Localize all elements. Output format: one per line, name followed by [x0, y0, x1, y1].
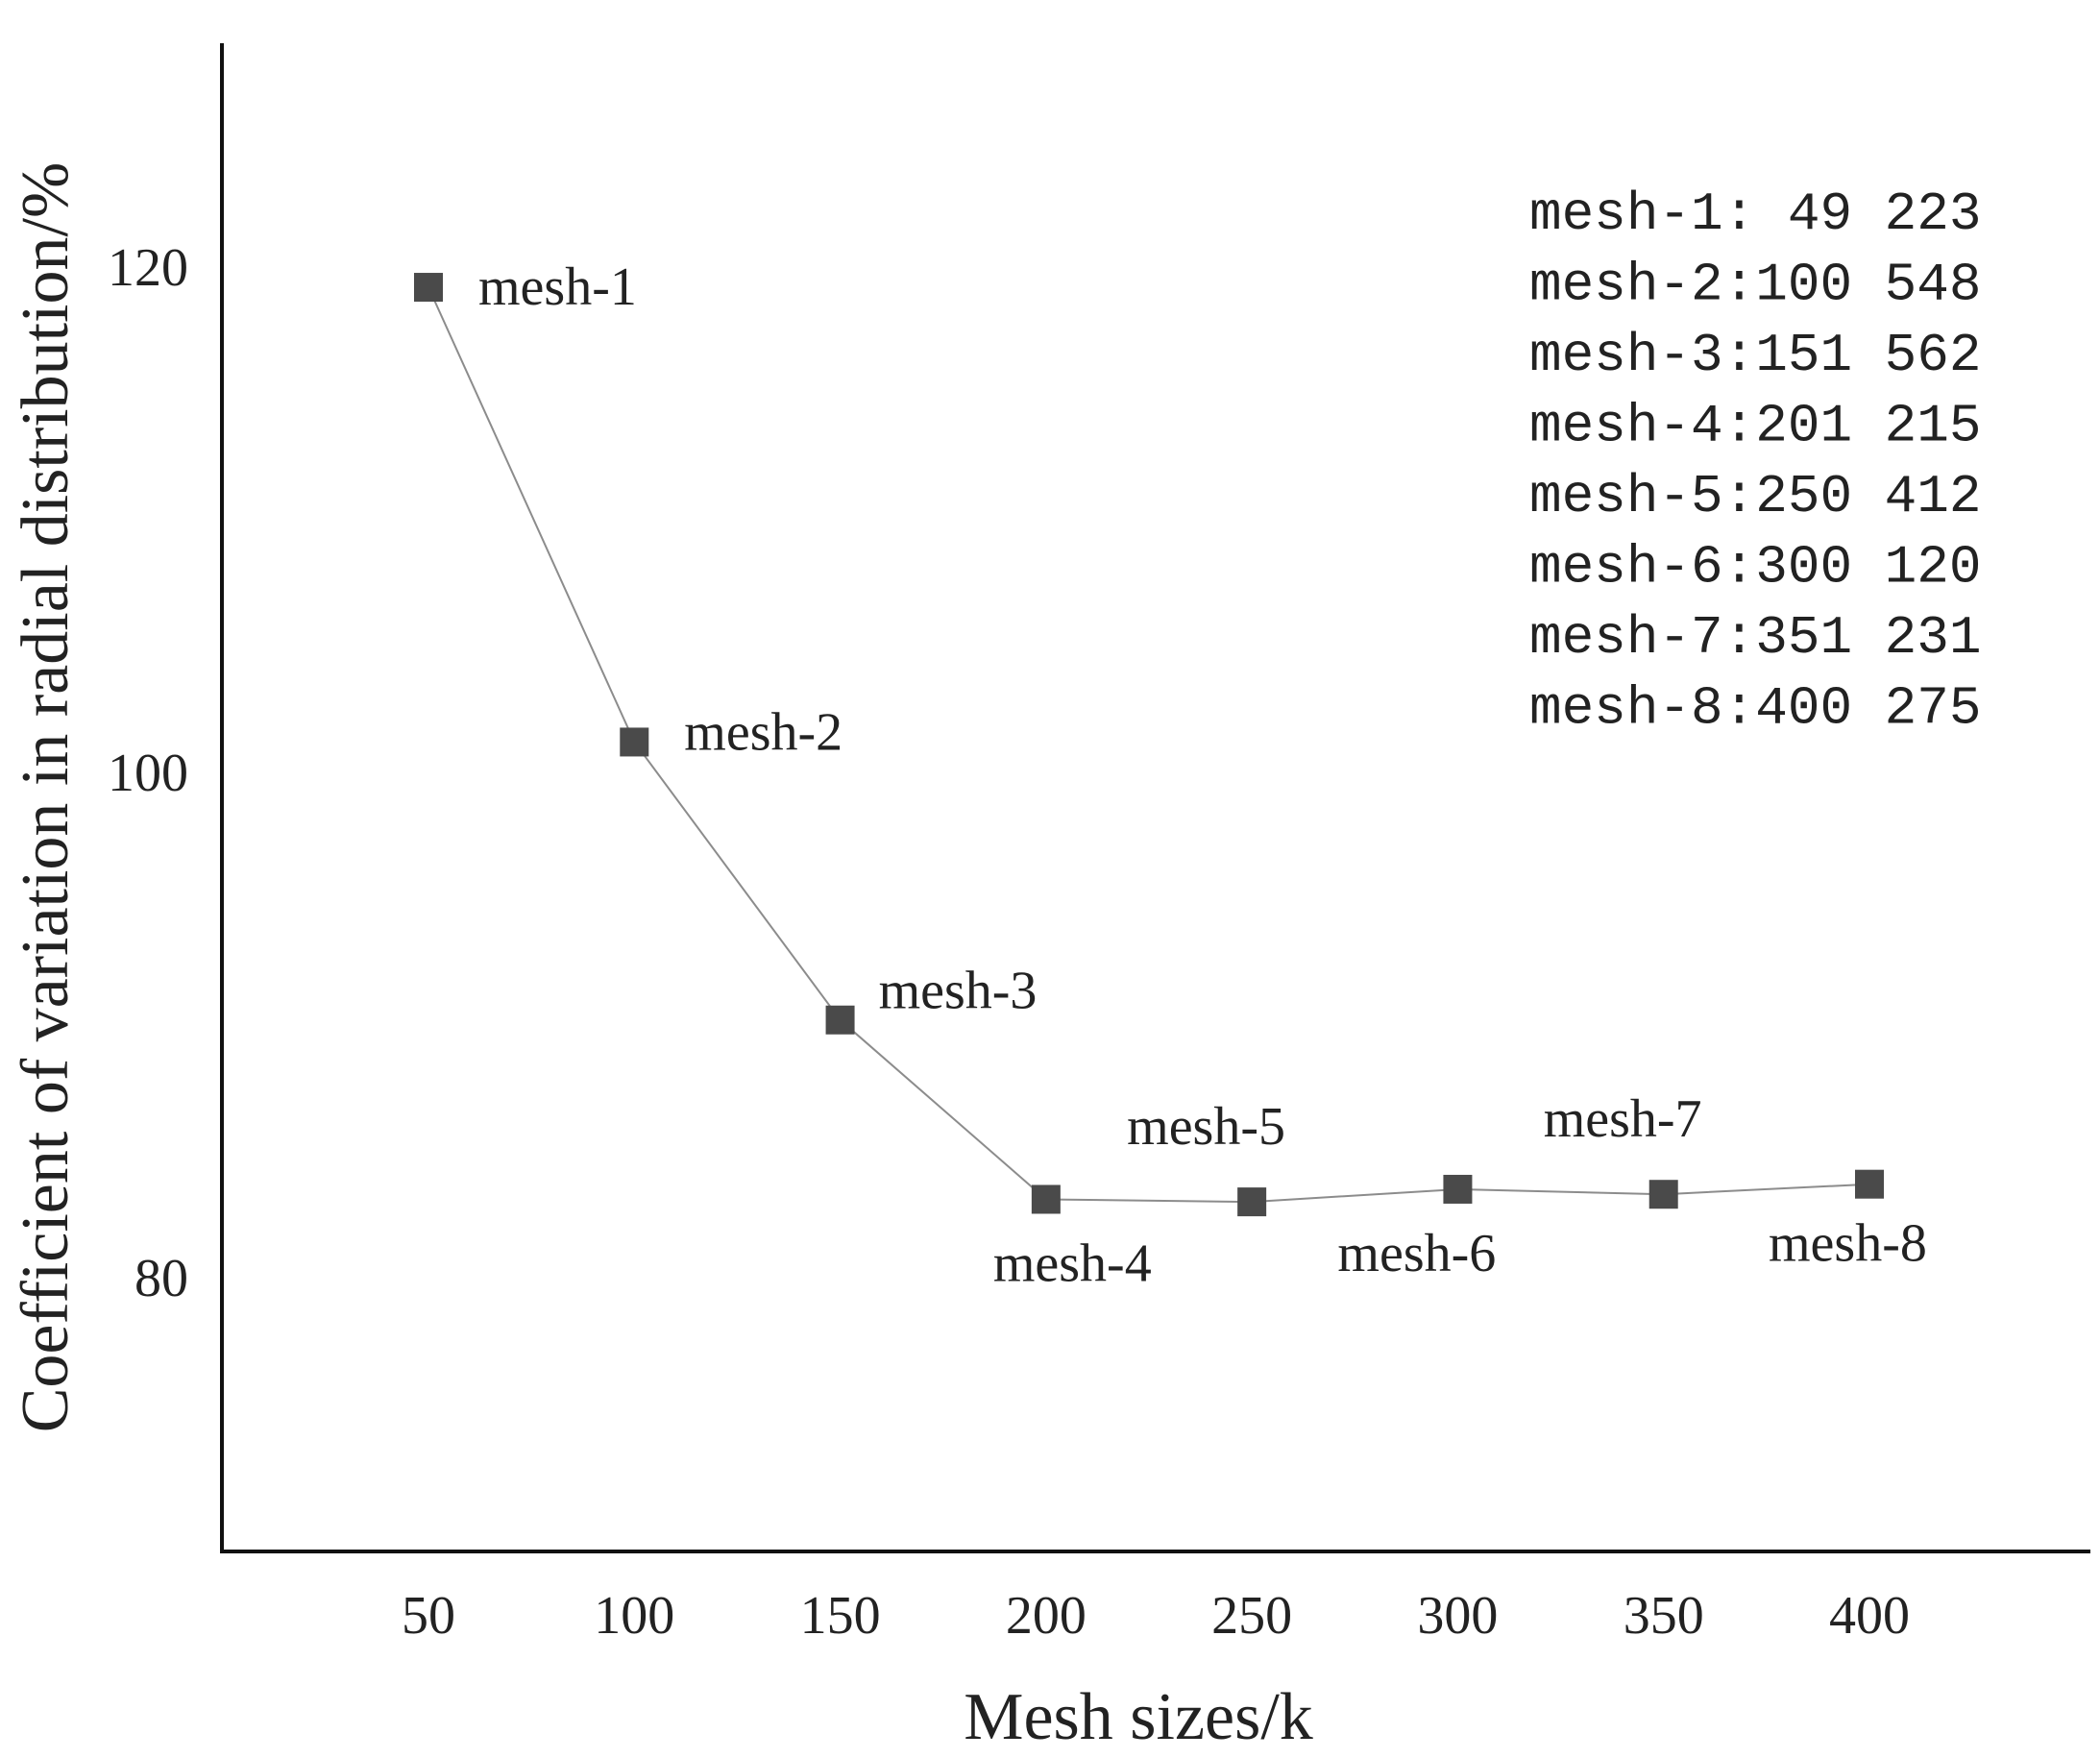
series-line-layer	[427, 286, 1870, 1204]
x-tick-label: 50	[402, 1586, 455, 1646]
point-label-layer: mesh-1 mesh-2 mesh-3 mesh-4 mesh-5 mesh-6 mesh…	[478, 257, 1927, 1293]
point-label-mesh-2: mesh-2	[684, 702, 842, 762]
x-tick-label: 200	[1006, 1586, 1087, 1646]
annotation-line: mesh-3:151 562	[1529, 325, 1981, 386]
annotation-line: mesh-7:351 231	[1529, 607, 1981, 669]
annotation-line: mesh-8:400 275	[1529, 678, 1981, 740]
data-point-mesh-4	[1031, 1184, 1061, 1214]
annotation-line: mesh-1: 49 223	[1529, 183, 1981, 245]
point-label-mesh-3: mesh-3	[879, 962, 1038, 1021]
data-point-mesh-7	[1648, 1180, 1678, 1209]
x-tick-label: 400	[1829, 1586, 1910, 1646]
annotation-line: mesh-2:100 548	[1529, 255, 1981, 316]
y-tick-label: 100	[108, 744, 188, 803]
point-label-mesh-4: mesh-4	[993, 1233, 1152, 1293]
data-point-mesh-6	[1443, 1174, 1473, 1204]
point-label-mesh-7: mesh-7	[1544, 1089, 1702, 1149]
point-label-mesh-6: mesh-6	[1337, 1224, 1496, 1283]
data-point-mesh-8	[1855, 1169, 1884, 1199]
x-tick-label: 150	[800, 1586, 881, 1646]
y-tick-label: 80	[134, 1249, 188, 1308]
x-tick-label: 350	[1624, 1586, 1704, 1646]
data-point-mesh-5	[1237, 1187, 1267, 1217]
x-tick-label: 300	[1417, 1586, 1498, 1646]
x-tick-label: 100	[594, 1586, 674, 1646]
point-label-mesh-1: mesh-1	[478, 257, 637, 317]
point-label-mesh-5: mesh-5	[1127, 1097, 1285, 1157]
series-line	[427, 286, 1870, 1204]
x-tick-label: 250	[1211, 1586, 1292, 1646]
data-point-mesh-1	[414, 273, 443, 303]
point-label-mesh-8: mesh-8	[1769, 1214, 1927, 1274]
tick-label-layer: 50 100 150 200 250 300 350 400 80 100 120	[108, 238, 1910, 1646]
annotation-line: mesh-5:250 412	[1529, 466, 1981, 527]
annotation-line: mesh-6:300 120	[1529, 537, 1981, 598]
annotation-line: mesh-4:201 215	[1529, 396, 1981, 457]
x-axis-title: Mesh sizes/k	[964, 1680, 1313, 1754]
y-tick-label: 120	[108, 238, 188, 298]
annotation-block: mesh-1: 49 223 mesh-2:100 548 mesh-3:151 5…	[1529, 183, 1981, 740]
y-axis-title: Coefficient of variation in radial distr…	[9, 162, 83, 1433]
data-point-mesh-3	[825, 1005, 855, 1035]
data-point-mesh-2	[620, 727, 649, 757]
marker-layer	[414, 273, 1884, 1217]
